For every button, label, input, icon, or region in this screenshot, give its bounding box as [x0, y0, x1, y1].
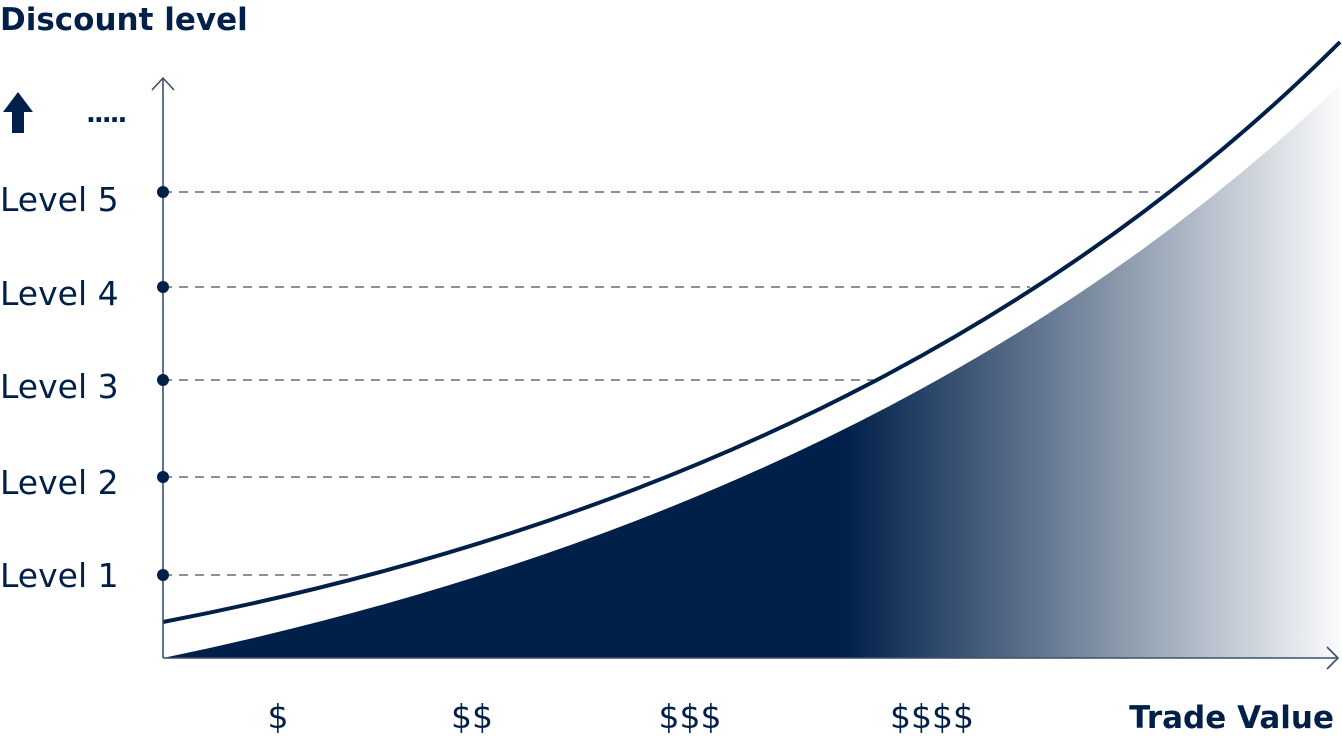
x-tick-label: $$$$ [890, 697, 974, 734]
x-tick-label: $ [268, 697, 289, 734]
x-axis-label: Trade Value [1129, 700, 1334, 734]
level-label: Level 5 [0, 180, 119, 219]
y-axis-arrow-icon [151, 76, 175, 91]
arrow-up-icon [3, 92, 33, 133]
level-1-dot [157, 569, 169, 581]
level-5-dot [157, 186, 169, 198]
discount-curve [162, 40, 1342, 624]
level-2-dot [157, 471, 169, 483]
x-tick-label: $$ [451, 697, 493, 734]
x-axis-arrow-icon [1326, 646, 1340, 670]
level-label: Level 1 [0, 556, 119, 595]
diagram-title: Discount level [0, 2, 248, 38]
level-label: Level 2 [0, 463, 119, 502]
level-4-dot [157, 281, 169, 293]
level-3-dot [157, 374, 169, 386]
x-tick-label: $$$ [659, 697, 722, 734]
level-label: Level 3 [0, 367, 119, 406]
level-label: Level 4 [0, 274, 119, 313]
more-levels-indicator: ..... [86, 99, 126, 129]
value-area [163, 85, 1340, 658]
